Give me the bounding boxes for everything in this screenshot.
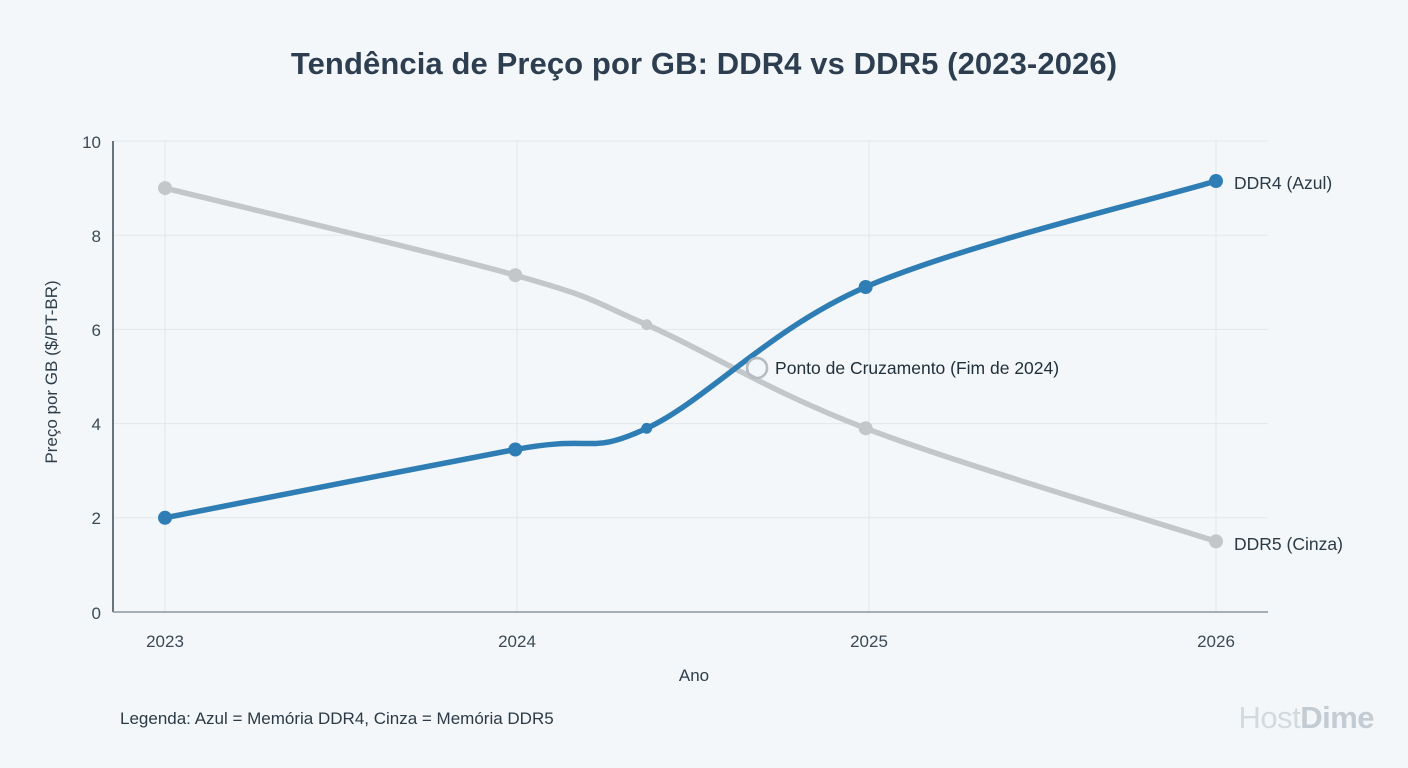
- y-tick-2: 2: [92, 509, 101, 528]
- axis-lines: [112, 141, 1268, 613]
- y-tick-10: 10: [82, 133, 101, 152]
- crossing-point-label: Ponto de Cruzamento (Fim de 2024): [775, 358, 1059, 378]
- grid-lines: [113, 140, 1268, 612]
- x-tick-2026: 2026: [1197, 632, 1235, 651]
- series-ddr4: [158, 174, 1223, 525]
- ddr5-markers: [158, 181, 1223, 549]
- y-tick-0: 0: [92, 604, 101, 623]
- y-tick-4: 4: [92, 415, 101, 434]
- data-point-marker: [158, 181, 172, 196]
- ddr4-markers: [158, 174, 1223, 525]
- y-tick-6: 6: [92, 321, 101, 340]
- y-axis-ticks: 10 8 6 4 2 0: [82, 133, 101, 623]
- data-point-marker: [641, 319, 653, 331]
- logo-dime-text: Dime: [1300, 700, 1374, 735]
- x-tick-2023: 2023: [146, 632, 184, 651]
- x-axis-title: Ano: [679, 666, 709, 685]
- data-point-marker: [1209, 534, 1223, 549]
- data-point-marker: [508, 268, 523, 283]
- ddr4-line: [162, 178, 1219, 521]
- data-point-marker: [158, 510, 172, 525]
- hostdime-logo: HostDime: [1238, 700, 1374, 736]
- x-tick-2025: 2025: [850, 632, 888, 651]
- x-tick-2024: 2024: [498, 632, 536, 651]
- page-title: Tendência de Preço por GB: DDR4 vs DDR5 …: [290, 46, 1118, 81]
- series-label-ddr5: DDR5 (Cinza): [1234, 534, 1343, 554]
- crossing-point-icon: [745, 356, 769, 380]
- ddr5-line: [162, 185, 1219, 545]
- series-ddr5: [158, 181, 1223, 549]
- data-point-marker: [858, 421, 873, 436]
- crossing-annotation: Ponto de Cruzamento (Fim de 2024): [745, 356, 1059, 380]
- x-axis-ticks: 2023 2024 2025 2026: [146, 632, 1235, 651]
- data-point-marker: [508, 442, 523, 457]
- data-point-marker: [858, 280, 873, 295]
- y-tick-8: 8: [92, 227, 101, 246]
- data-point-marker: [641, 422, 653, 434]
- series-label-ddr4: DDR4 (Azul): [1234, 173, 1332, 193]
- y-axis-title: Preço por GB ($/PT-BR): [42, 280, 61, 463]
- logo-host-text: Host: [1238, 700, 1301, 735]
- chart-caption: Legenda: Azul = Memória DDR4, Cinza = Me…: [120, 709, 554, 728]
- data-point-marker: [1209, 174, 1223, 189]
